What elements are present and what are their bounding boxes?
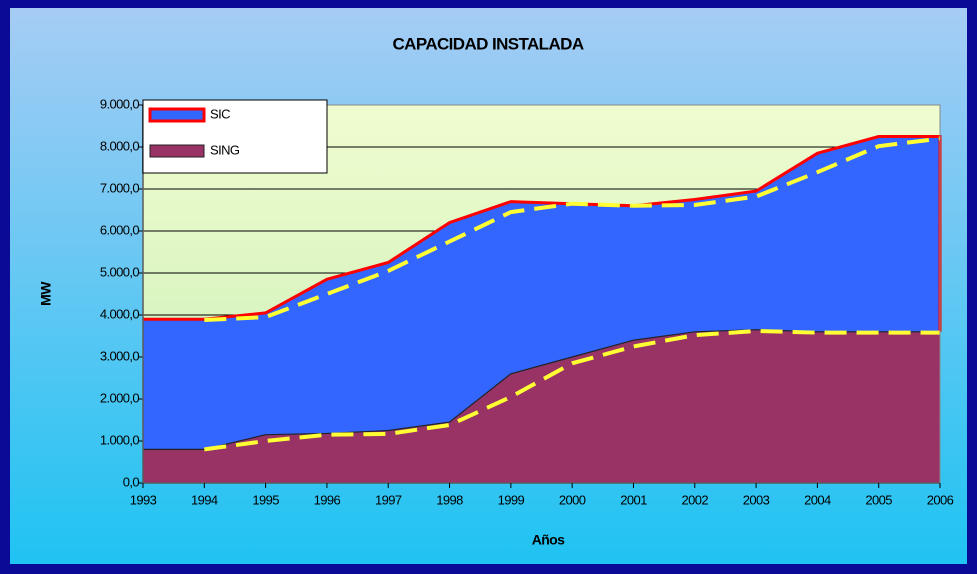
y-tick-label: 4.000,0 bbox=[100, 306, 140, 321]
y-tick-label: 2.000,0 bbox=[100, 390, 140, 405]
x-tick-label: 2002 bbox=[682, 492, 709, 507]
plot-border bbox=[142, 104, 941, 484]
dashed-line bbox=[204, 328, 940, 452]
x-tick-label: 1996 bbox=[314, 492, 341, 507]
y-tick-label: 6.000,0 bbox=[100, 222, 140, 237]
x-tick-label: 2000 bbox=[559, 492, 586, 507]
x-tick-label: 1998 bbox=[436, 492, 463, 507]
x-tick-label: 2004 bbox=[804, 492, 831, 507]
dashed-line bbox=[204, 136, 941, 323]
y-tick-label: 3.000,0 bbox=[100, 348, 140, 363]
x-axis-title: Años bbox=[532, 532, 565, 548]
x-tick-label: 1999 bbox=[498, 492, 525, 507]
y-tick-label: 0,0 bbox=[123, 474, 140, 489]
legend-swatch bbox=[149, 144, 205, 158]
y-tick-label: 1.000,0 bbox=[100, 432, 140, 447]
legend-label: SIC bbox=[210, 106, 230, 121]
y-tick-label: 5.000,0 bbox=[100, 264, 140, 279]
x-tick-label: 2005 bbox=[865, 492, 892, 507]
x-tick-label: 2001 bbox=[620, 492, 647, 507]
y-axis-title: MW bbox=[38, 281, 54, 306]
chart-title: CAPACIDAD INSTALADA bbox=[392, 34, 583, 53]
x-tick-label: 2006 bbox=[927, 492, 954, 507]
y-tick-label: 9.000,0 bbox=[100, 96, 140, 111]
y-tick-label: 7.000,0 bbox=[100, 180, 140, 195]
x-tick-label: 1995 bbox=[252, 492, 279, 507]
x-tick-label: 1994 bbox=[191, 492, 218, 507]
x-tick-label: 1993 bbox=[130, 492, 157, 507]
y-tick-label: 8.000,0 bbox=[100, 138, 140, 153]
x-tick-label: 2003 bbox=[743, 492, 770, 507]
legend-label: SING bbox=[210, 142, 240, 157]
x-tick-label: 1997 bbox=[375, 492, 402, 507]
legend-swatch bbox=[148, 107, 206, 123]
